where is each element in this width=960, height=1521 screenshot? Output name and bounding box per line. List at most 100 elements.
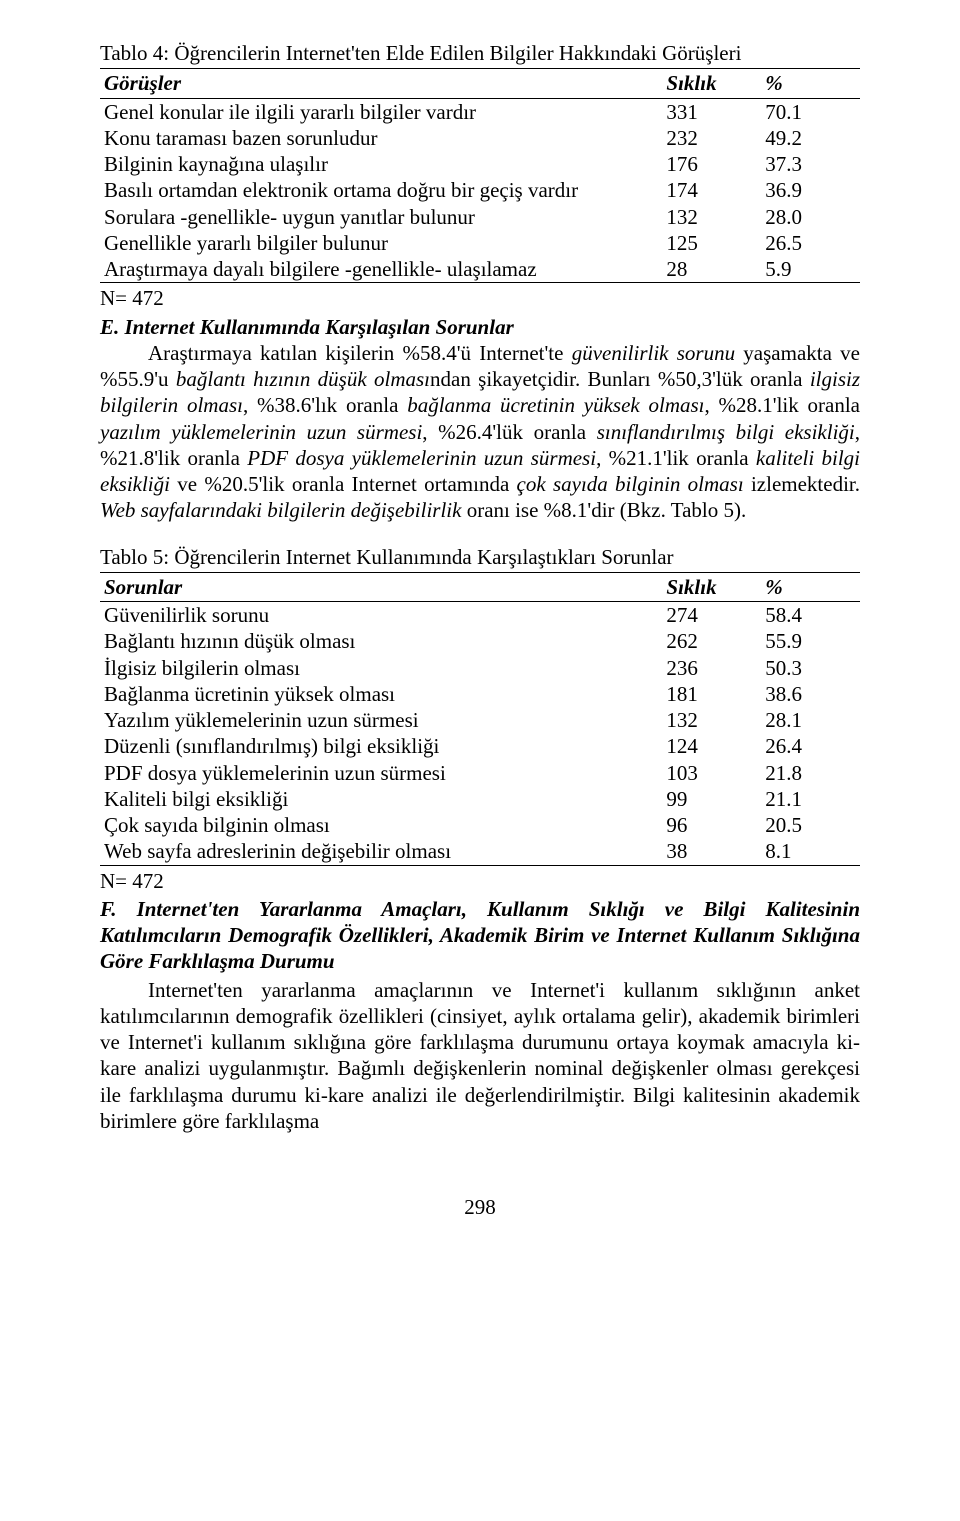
cell-pct: 26.4 [761, 733, 860, 759]
cell-freq: 176 [662, 151, 761, 177]
cell-freq: 174 [662, 177, 761, 203]
cell-freq: 181 [662, 681, 761, 707]
cell-label: Basılı ortamdan elektronik ortama doğru … [100, 177, 662, 203]
section-f-heading: F. Internet'ten Yararlanma Amaçları, Kul… [100, 896, 860, 975]
cell-pct: 58.4 [761, 602, 860, 629]
table-row: Yazılım yüklemelerinin uzun sürmesi 132 … [100, 707, 860, 733]
table-row: PDF dosya yüklemelerinin uzun sürmesi 10… [100, 760, 860, 786]
table5-h3: % [761, 572, 860, 601]
cell-label: Bilginin kaynağına ulaşılır [100, 151, 662, 177]
table5-header: Sorunlar Sıklık % [100, 572, 860, 601]
cell-label: Konu taraması bazen sorunludur [100, 125, 662, 151]
cell-freq: 124 [662, 733, 761, 759]
cell-label: Kaliteli bilgi eksikliği [100, 786, 662, 812]
cell-label: Çok sayıda bilginin olması [100, 812, 662, 838]
text: oranı ise %8.1'dir (Bkz. Tablo 5). [461, 498, 746, 522]
table-row: Bilginin kaynağına ulaşılır 176 37.3 [100, 151, 860, 177]
cell-label: İlgisiz bilgilerin olması [100, 655, 662, 681]
cell-label: Araştırmaya dayalı bilgilere -genellikle… [100, 256, 662, 283]
cell-freq: 274 [662, 602, 761, 629]
cell-pct: 36.9 [761, 177, 860, 203]
cell-label: Genellikle yararlı bilgiler bulunur [100, 230, 662, 256]
cell-pct: 20.5 [761, 812, 860, 838]
text-italic: Web sayfalarındaki bilgilerin değişebili… [100, 498, 461, 522]
text-italic: PDF dosya yüklemelerinin uzun sürmesi [247, 446, 596, 470]
cell-label: Bağlanma ücretinin yüksek olması [100, 681, 662, 707]
table4-h2: Sıklık [662, 69, 761, 98]
cell-label: Web sayfa adreslerinin değişebilir olmas… [100, 838, 662, 865]
text-italic: güvenilirlik sorunu [572, 341, 735, 365]
cell-label: Düzenli (sınıflandırılmış) bilgi eksikli… [100, 733, 662, 759]
table4: Görüşler Sıklık % Genel konular ile ilgi… [100, 68, 860, 283]
text-italic: bağlantı hızının düşük olması [176, 367, 430, 391]
table4-header: Görüşler Sıklık % [100, 69, 860, 98]
cell-freq: 132 [662, 707, 761, 733]
table5: Sorunlar Sıklık % Güvenilirlik sorunu 27… [100, 572, 860, 866]
cell-freq: 99 [662, 786, 761, 812]
cell-label: Güvenilirlik sorunu [100, 602, 662, 629]
cell-pct: 38.6 [761, 681, 860, 707]
cell-pct: 21.1 [761, 786, 860, 812]
table-row: Konu taraması bazen sorunludur 232 49.2 [100, 125, 860, 151]
table4-note: N= 472 [100, 285, 860, 311]
table-row: Çok sayıda bilginin olması 96 20.5 [100, 812, 860, 838]
table-row: İlgisiz bilgilerin olması 236 50.3 [100, 655, 860, 681]
table-row: Bağlanma ücretinin yüksek olması 181 38.… [100, 681, 860, 707]
text: , %28.1'lik oranla [705, 393, 860, 417]
text-italic: bağlanma ücretinin yüksek olması [407, 393, 704, 417]
table4-h1: Görüşler [100, 69, 662, 98]
text: izlemektedir. [744, 472, 860, 496]
cell-freq: 38 [662, 838, 761, 865]
cell-freq: 232 [662, 125, 761, 151]
text: ndan şikayetçidir. Bunları %50,3'lük ora… [430, 367, 810, 391]
table5-note: N= 472 [100, 868, 860, 894]
text-italic: sınıflandırılmış bilgi eksikliği [597, 420, 855, 444]
table-row: Sorulara -genellikle- uygun yanıtlar bul… [100, 204, 860, 230]
table4-h3: % [761, 69, 860, 98]
cell-pct: 37.3 [761, 151, 860, 177]
text: ve %20.5'lik oranla Internet ortamında [170, 472, 517, 496]
table-row: Araştırmaya dayalı bilgilere -genellikle… [100, 256, 860, 283]
section-f-paragraph: Internet'ten yararlanma amaçlarının ve I… [100, 977, 860, 1135]
text: , %26.4'lük oranla [422, 420, 596, 444]
cell-freq: 132 [662, 204, 761, 230]
text: Araştırmaya katılan kişilerin %58.4'ü In… [148, 341, 572, 365]
table-row: Kaliteli bilgi eksikliği 99 21.1 [100, 786, 860, 812]
cell-pct: 50.3 [761, 655, 860, 681]
cell-freq: 103 [662, 760, 761, 786]
cell-label: Genel konular ile ilgili yararlı bilgile… [100, 98, 662, 125]
cell-freq: 331 [662, 98, 761, 125]
table-row: Genellikle yararlı bilgiler bulunur 125 … [100, 230, 860, 256]
section-e-paragraph: Araştırmaya katılan kişilerin %58.4'ü In… [100, 340, 860, 524]
cell-label: Sorulara -genellikle- uygun yanıtlar bul… [100, 204, 662, 230]
text-italic: çok sayıda bilginin olması [517, 472, 744, 496]
table-row: Web sayfa adreslerinin değişebilir olmas… [100, 838, 860, 865]
cell-pct: 49.2 [761, 125, 860, 151]
page-number: 298 [100, 1194, 860, 1220]
table5-h1: Sorunlar [100, 572, 662, 601]
page: Tablo 4: Öğrencilerin Internet'ten Elde … [0, 0, 960, 1250]
table-row: Bağlantı hızının düşük olması 262 55.9 [100, 628, 860, 654]
text: , %38.6'lık oranla [243, 393, 407, 417]
cell-pct: 70.1 [761, 98, 860, 125]
cell-pct: 8.1 [761, 838, 860, 865]
cell-freq: 236 [662, 655, 761, 681]
cell-freq: 28 [662, 256, 761, 283]
section-e-heading: E. Internet Kullanımında Karşılaşılan So… [100, 314, 860, 340]
cell-pct: 28.1 [761, 707, 860, 733]
table-row: Düzenli (sınıflandırılmış) bilgi eksikli… [100, 733, 860, 759]
cell-label: Yazılım yüklemelerinin uzun sürmesi [100, 707, 662, 733]
cell-pct: 21.8 [761, 760, 860, 786]
table-row: Genel konular ile ilgili yararlı bilgile… [100, 98, 860, 125]
table4-title: Tablo 4: Öğrencilerin Internet'ten Elde … [100, 40, 860, 66]
cell-pct: 5.9 [761, 256, 860, 283]
cell-freq: 125 [662, 230, 761, 256]
table5-title: Tablo 5: Öğrencilerin Internet Kullanımı… [100, 544, 860, 570]
text: , %21.1'lik oranla [596, 446, 756, 470]
text-italic: yazılım yüklemelerinin uzun sürmesi [100, 420, 422, 444]
cell-freq: 96 [662, 812, 761, 838]
spacer [100, 526, 860, 544]
cell-pct: 26.5 [761, 230, 860, 256]
cell-label: PDF dosya yüklemelerinin uzun sürmesi [100, 760, 662, 786]
cell-freq: 262 [662, 628, 761, 654]
